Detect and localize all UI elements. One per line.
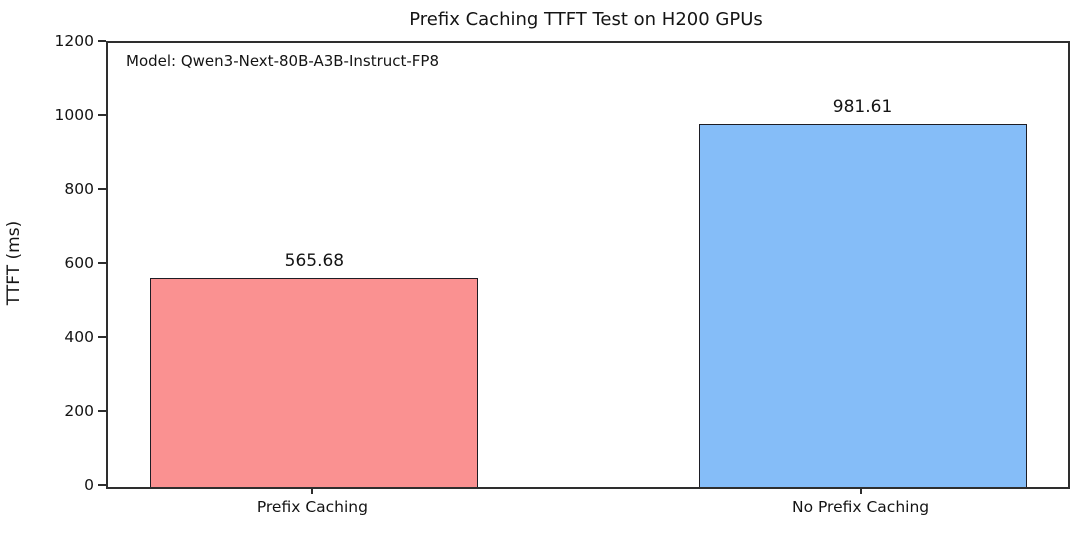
y-tick-label: 1000 <box>54 106 94 124</box>
x-tick-mark <box>311 487 314 494</box>
y-tick-label: 800 <box>64 180 94 198</box>
y-tick-label: 1200 <box>54 32 94 50</box>
bar-no-prefix-caching <box>698 123 1027 487</box>
y-tick-mark <box>98 40 106 42</box>
bar-prefix-caching <box>150 277 479 487</box>
y-tick-label: 200 <box>64 402 94 420</box>
chart-title: Prefix Caching TTFT Test on H200 GPUs <box>409 9 763 30</box>
y-tick-mark <box>98 262 106 264</box>
bar-value-label: 565.68 <box>284 250 345 271</box>
y-tick-mark <box>98 484 106 486</box>
model-annotation: Model: Qwen3-Next-80B-A3B-Instruct-FP8 <box>126 52 440 70</box>
y-tick-label: 600 <box>64 254 94 272</box>
x-tick-label: Prefix Caching <box>256 498 368 516</box>
y-tick-mark <box>98 336 106 338</box>
y-tick-mark <box>98 114 106 116</box>
y-tick-label: 400 <box>64 328 94 346</box>
bar-value-label: 981.61 <box>832 96 893 117</box>
y-tick-mark <box>98 188 106 190</box>
plot-area: Model: Qwen3-Next-80B-A3B-Instruct-FP8 5… <box>106 41 1070 489</box>
x-tick-mark <box>859 487 862 494</box>
x-tick-label: No Prefix Caching <box>791 498 930 516</box>
y-tick-label: 0 <box>84 476 94 494</box>
y-tick-mark <box>98 410 106 412</box>
